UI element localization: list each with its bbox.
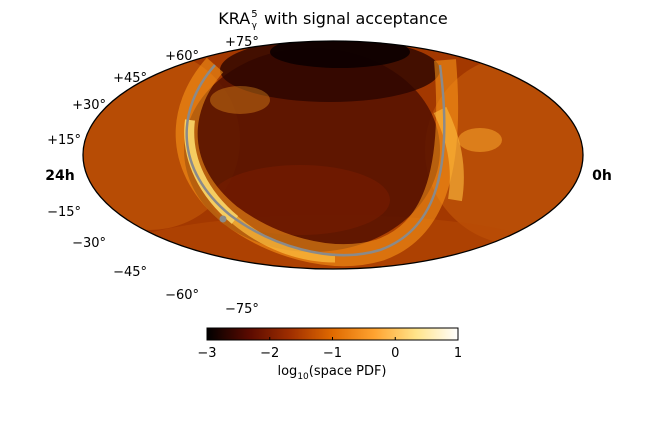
dec-label: +60°: [165, 49, 199, 64]
ra-label-right: 0h: [592, 168, 612, 184]
dec-labels: +75° +60° +45° +30° +15° −15° −30° −45° …: [47, 35, 259, 317]
colorbar-tick-label: −1: [323, 346, 342, 361]
colorbar-tick-label: 1: [454, 346, 462, 361]
dec-label: −45°: [113, 265, 147, 280]
colorbar-tick-label: −3: [197, 346, 216, 361]
sky-outline: [82, 40, 584, 270]
galactic-center-marker: [219, 215, 227, 223]
title-superscript: 5: [251, 9, 257, 20]
colorbar-tick-label: −2: [260, 346, 279, 361]
dec-label: +15°: [47, 133, 81, 148]
colorbar-ticks: −3 −2 −1 0 1: [197, 337, 462, 361]
dec-label: +30°: [72, 98, 106, 113]
ra-label-left: 24h: [45, 168, 74, 184]
colorbar-label: log10(space PDF): [277, 364, 386, 382]
colorbar-tick-label: 0: [391, 346, 399, 361]
dec-label: −60°: [165, 288, 199, 303]
galactic-plane-line: [185, 64, 446, 257]
title-subscript: γ: [252, 21, 258, 31]
dec-label: −15°: [47, 205, 81, 220]
dec-label: −30°: [72, 236, 106, 251]
sky-map: [83, 41, 583, 269]
dec-label: −75°: [225, 302, 259, 317]
colorbar: −3 −2 −1 0 1 log10(space PDF): [197, 327, 462, 382]
chart-title: KRA5 γ with signal acceptance: [218, 9, 447, 31]
dec-label: +45°: [113, 71, 147, 86]
dec-label: +75°: [225, 35, 259, 50]
